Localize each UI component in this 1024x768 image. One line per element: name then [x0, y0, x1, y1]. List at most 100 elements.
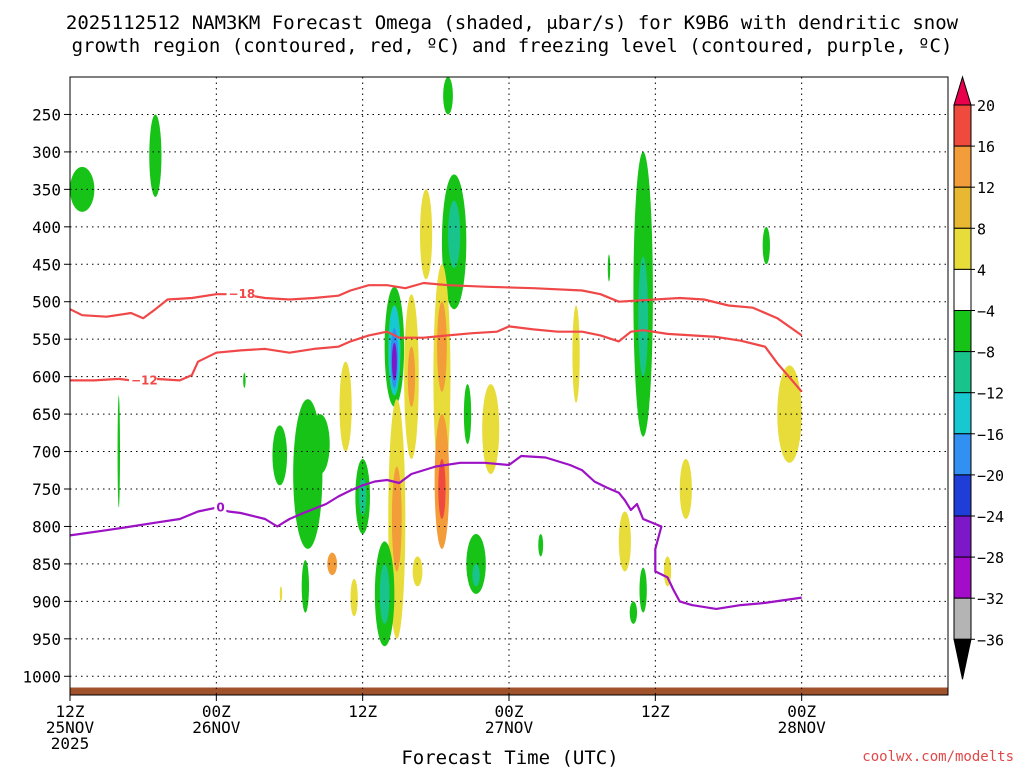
- colorbar-label: −24: [977, 508, 1004, 526]
- omega-region: [272, 425, 288, 486]
- colorbar-label: 12: [977, 179, 995, 197]
- omega-region: [777, 365, 802, 463]
- y-tick-label: 450: [32, 255, 61, 274]
- y-tick-label: 550: [32, 330, 61, 349]
- colorbar-swatch: [953, 474, 972, 517]
- omega-region: [448, 200, 461, 269]
- x-tick-label: 00Z: [787, 702, 816, 721]
- y-axis-pressure: 250 300 350 400 450 500 550 600 650 700 750 800 850 9…: [22, 105, 70, 686]
- omega-region: [327, 552, 338, 576]
- omega-region: [379, 563, 390, 624]
- terrain-band: [70, 687, 948, 695]
- x-tick-label: 26NOV: [192, 718, 241, 737]
- omega-region: [443, 77, 453, 115]
- omega-region: [412, 556, 423, 587]
- omega-region: [149, 114, 162, 197]
- omega-region: [419, 189, 433, 280]
- temperature-contours: −18 −12 0: [69, 281, 803, 610]
- contour-line: [70, 325, 803, 393]
- colorbar-label: −20: [977, 467, 1004, 485]
- x-tick-label: 25NOV: [46, 718, 95, 737]
- colorbar-swatch: [953, 556, 972, 599]
- y-tick-label: 750: [32, 480, 61, 499]
- colorbar-label: 4: [977, 261, 986, 279]
- omega-region: [679, 459, 692, 519]
- colorbar-label: 8: [977, 220, 986, 238]
- omega-region: [463, 384, 472, 445]
- omega-region: [391, 342, 397, 381]
- y-tick-label: 250: [32, 105, 61, 124]
- x-tick-label: 27NOV: [485, 718, 534, 737]
- omega-region: [437, 301, 447, 392]
- colorbar-label: −4: [977, 303, 995, 321]
- colorbar-legend: 20 16 12 8 4 −4 −8 −12 −16 −20 −24 −28 −32 −36: [953, 75, 1004, 680]
- colorbar-label: −8: [977, 344, 995, 362]
- colorbar-swatch: [953, 433, 972, 476]
- contour-line: [69, 454, 802, 610]
- y-tick-label: 800: [32, 517, 61, 536]
- omega-region: [618, 511, 631, 572]
- omega-region: [339, 361, 352, 452]
- gridlines: [70, 77, 948, 695]
- omega-region: [438, 459, 446, 519]
- colorbar-label: −16: [977, 426, 1004, 444]
- colorbar-swatch: [953, 515, 972, 558]
- x-tick-label: 12Z: [348, 702, 377, 721]
- omega-region: [629, 601, 638, 624]
- credit-text: coolwx.com/modelts: [862, 749, 1014, 765]
- y-tick-label: 300: [32, 143, 61, 162]
- omega-region: [472, 563, 480, 587]
- omega-region: [243, 372, 246, 388]
- contour-label: −18: [229, 287, 256, 301]
- omega-region: [117, 395, 120, 508]
- y-tick-label: 500: [32, 293, 61, 312]
- omega-region: [301, 560, 310, 613]
- omega-region: [310, 414, 330, 475]
- chart-title-line2: growth region (contoured, red, ºC) and f…: [72, 35, 953, 57]
- colorbar-swatch: [953, 104, 972, 147]
- colorbar-label: 20: [977, 97, 995, 115]
- colorbar-swatch: [953, 597, 972, 640]
- plot-area: −18 −12 0: [69, 76, 949, 696]
- contour-label: 0: [216, 501, 224, 515]
- omega-region: [482, 384, 500, 475]
- omega-region: [350, 578, 358, 617]
- omega-region: [639, 567, 647, 613]
- contour-label-background: [214, 499, 227, 515]
- contour-label-background: [226, 286, 255, 302]
- colorbar-swatch: [953, 145, 972, 188]
- omega-region: [607, 254, 611, 282]
- x-tick-label: 00Z: [202, 702, 231, 721]
- y-tick-label: 350: [32, 180, 61, 199]
- terrain-layer: [70, 687, 948, 695]
- y-tick-label: 650: [32, 405, 61, 424]
- omega-region: [391, 466, 402, 572]
- x-axis-label: Forecast Time (UTC): [401, 747, 618, 768]
- contour-line: [69, 281, 803, 337]
- y-tick-label: 850: [32, 555, 61, 574]
- colorbar-swatch: [953, 351, 972, 394]
- omega-region: [762, 226, 770, 265]
- colorbar-label: −36: [977, 631, 1004, 649]
- y-tick-label: 1000: [22, 667, 61, 686]
- colorbar-swatch: [953, 310, 972, 353]
- y-tick-label: 600: [32, 368, 61, 387]
- colorbar-swatch: [953, 186, 972, 229]
- colorbar-label: −32: [977, 590, 1004, 608]
- x-tick-label: 12Z: [56, 702, 85, 721]
- colorbar-label: −28: [977, 549, 1004, 567]
- colorbar-top-arrow: [953, 75, 972, 106]
- y-tick-label: 900: [32, 592, 61, 611]
- y-tick-label: 400: [32, 218, 61, 237]
- omega-region: [538, 533, 544, 557]
- x-tick-label: 28NOV: [778, 718, 827, 737]
- y-tick-label: 700: [32, 443, 61, 462]
- colorbar-bottom-arrow: [953, 638, 972, 680]
- x-tick-label: 00Z: [495, 702, 524, 721]
- colorbar-label: −12: [977, 385, 1004, 403]
- contour-label-background: [128, 372, 157, 388]
- colorbar-swatch: [953, 268, 972, 311]
- x-tick-label: 2025: [51, 734, 90, 753]
